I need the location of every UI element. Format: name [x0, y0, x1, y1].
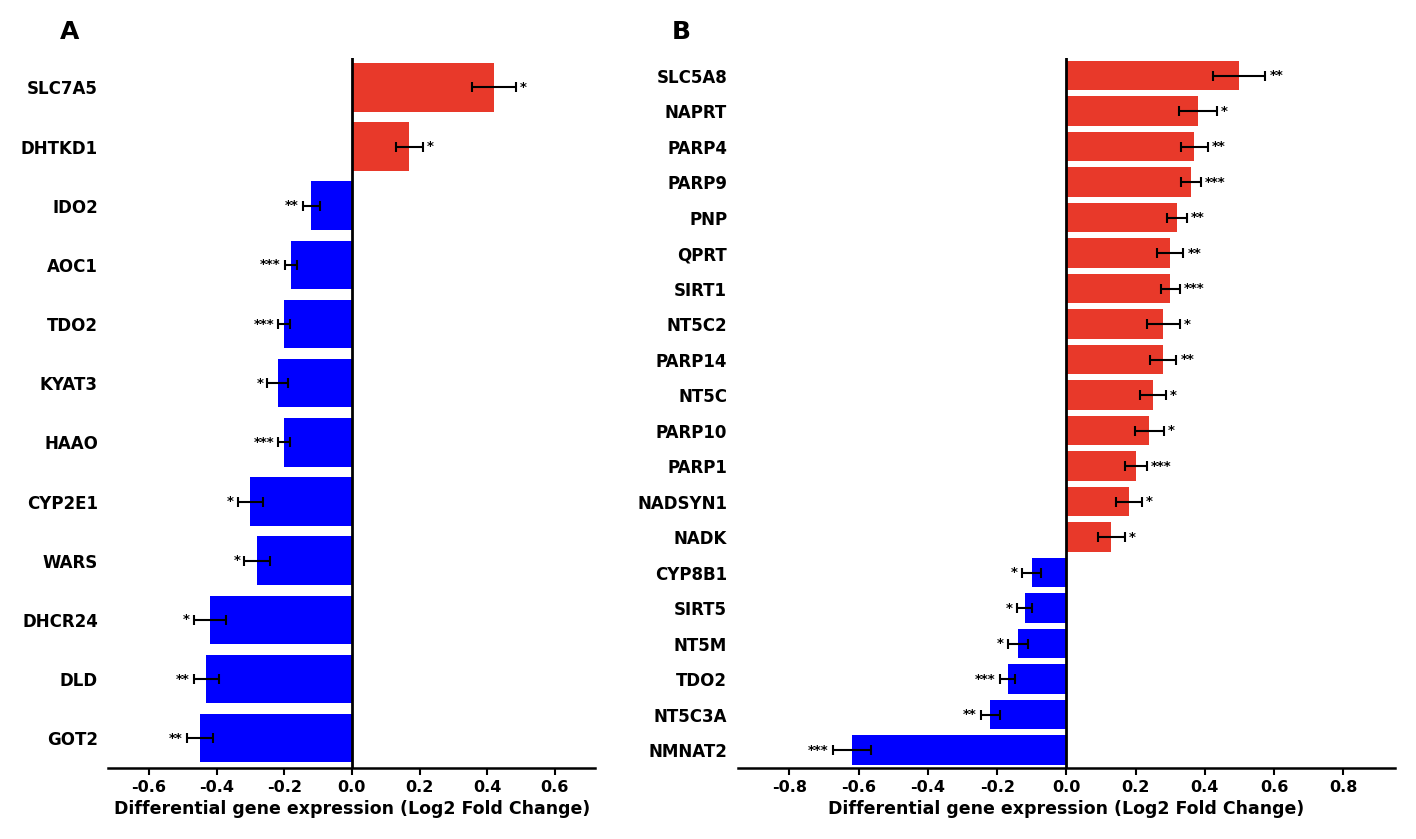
Text: **: ** [963, 708, 977, 721]
Bar [1066, 523, 1112, 551]
Text: *: * [997, 637, 1004, 650]
Text: **: ** [1181, 353, 1194, 366]
X-axis label: Differential gene expression (Log2 Fold Change): Differential gene expression (Log2 Fold … [828, 800, 1304, 818]
Text: **: ** [285, 199, 299, 212]
Text: ***: *** [261, 258, 280, 271]
Text: **: ** [169, 732, 183, 745]
Bar [1066, 168, 1191, 196]
Bar [1025, 593, 1066, 623]
Text: *: * [1170, 388, 1177, 402]
Bar [292, 241, 353, 289]
Bar [1066, 345, 1164, 374]
Bar [1066, 451, 1136, 481]
Bar [258, 536, 353, 585]
Text: ***: *** [1205, 175, 1225, 189]
Bar [353, 63, 494, 112]
Bar [1066, 238, 1170, 268]
Text: *: * [256, 377, 263, 389]
Text: *: * [1011, 566, 1018, 579]
Text: *: * [1146, 495, 1153, 508]
Text: *: * [1221, 105, 1228, 117]
Bar [852, 736, 1066, 764]
Text: *: * [1129, 530, 1136, 544]
Bar [1066, 380, 1153, 409]
Text: ***: *** [1184, 282, 1205, 295]
Text: *: * [227, 495, 234, 508]
Bar [207, 654, 353, 703]
Text: B: B [671, 19, 691, 44]
Bar [1066, 132, 1195, 161]
Text: *: * [1168, 424, 1175, 437]
Text: *: * [183, 613, 190, 627]
Text: **: ** [1270, 69, 1283, 82]
Text: *: * [234, 555, 241, 567]
Bar [200, 714, 353, 763]
Text: ***: *** [809, 743, 828, 757]
Bar [278, 359, 353, 408]
Text: *: * [1007, 602, 1012, 614]
Bar [1008, 664, 1066, 694]
Bar [1066, 274, 1170, 303]
Bar [1066, 61, 1239, 90]
Text: *: * [428, 140, 433, 153]
Text: **: ** [176, 673, 190, 685]
Bar [1066, 203, 1177, 232]
Bar [1066, 416, 1150, 445]
Bar [1066, 310, 1164, 339]
Bar [990, 700, 1066, 729]
Text: ***: *** [253, 436, 275, 449]
Text: **: ** [1212, 140, 1225, 153]
Bar [1032, 558, 1066, 587]
Text: ***: *** [1151, 460, 1171, 472]
Text: A: A [59, 19, 79, 44]
Bar [353, 122, 409, 171]
Bar [1066, 96, 1198, 126]
Bar [251, 477, 353, 526]
Text: **: ** [1188, 247, 1201, 259]
Bar [210, 596, 353, 644]
Bar [285, 418, 353, 466]
Bar [1018, 629, 1066, 658]
Text: **: ** [1191, 211, 1205, 224]
Bar [285, 300, 353, 348]
Bar [312, 181, 353, 230]
Text: *: * [520, 81, 527, 94]
Text: *: * [1184, 317, 1191, 331]
Bar [1066, 487, 1129, 516]
X-axis label: Differential gene expression (Log2 Fold Change): Differential gene expression (Log2 Fold … [113, 800, 590, 818]
Text: ***: *** [253, 317, 275, 331]
Text: ***: *** [976, 673, 995, 685]
